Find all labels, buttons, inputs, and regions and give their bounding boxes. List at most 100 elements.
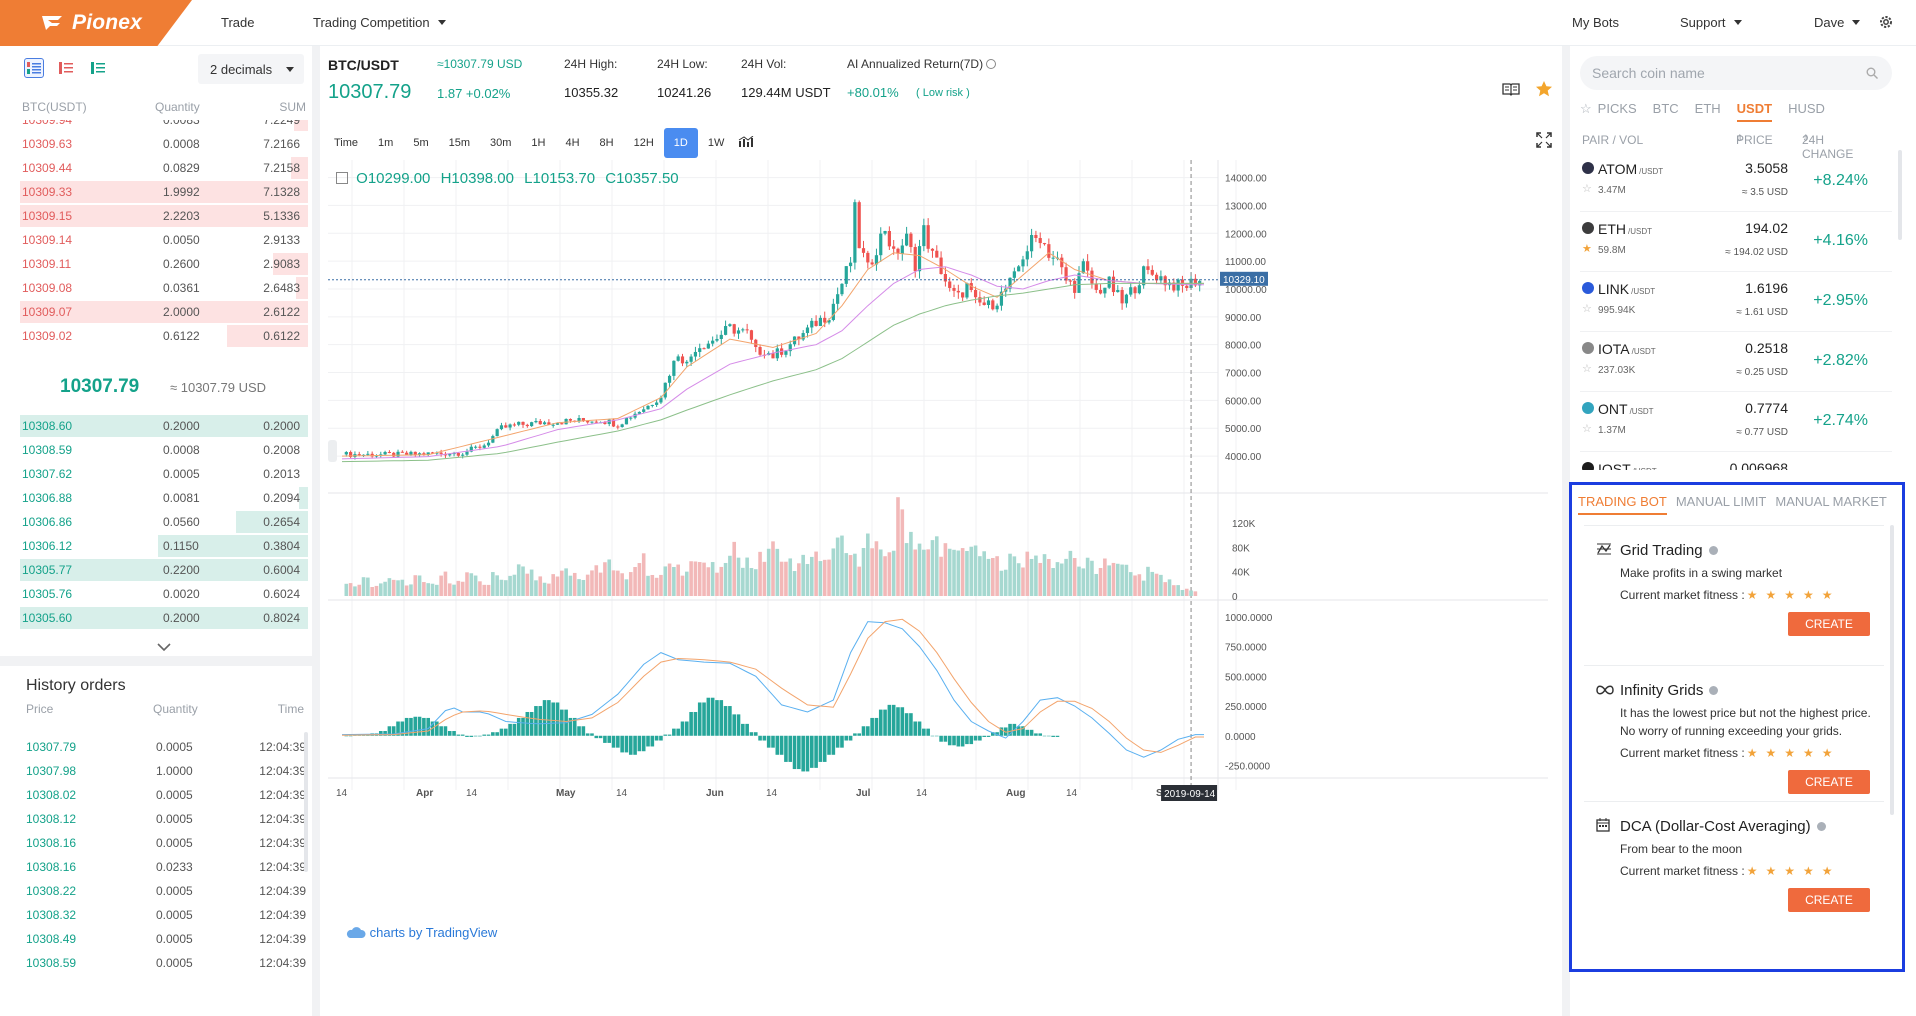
macd-bar xyxy=(960,735,965,747)
bid-row[interactable]: 10308.59 0.0008 0.2008 xyxy=(20,438,308,462)
macd-bar xyxy=(771,735,775,748)
favorite-star-icon[interactable] xyxy=(1535,80,1553,98)
bot-list-scrollbar[interactable] xyxy=(1890,525,1894,815)
chevron-down-icon[interactable] xyxy=(157,643,171,652)
market-row[interactable]: LINK/USDT ☆ 995.94K 1.6196 ≈ 1.61 USD +2.95% xyxy=(1580,272,1892,332)
market-row[interactable]: ONT/USDT ☆ 1.37M 0.7774 ≈ 0.77 USD +2.74% xyxy=(1580,392,1892,452)
decimals-select[interactable]: 2 decimals xyxy=(198,54,304,84)
bid-row[interactable]: 10307.62 0.0005 0.2013 xyxy=(20,462,308,486)
create-bot-button[interactable]: CREATE xyxy=(1788,888,1870,912)
favorite-star-icon[interactable]: ★ xyxy=(1582,243,1592,255)
volume-bar xyxy=(728,555,732,596)
bid-row[interactable]: 10306.86 0.0560 0.2654 xyxy=(20,510,308,534)
pionex-logo[interactable]: Pionex xyxy=(0,0,192,46)
market-tab-eth[interactable]: ETH xyxy=(1694,101,1721,116)
macd-bar xyxy=(672,728,676,736)
ask-row[interactable]: 10309.14 0.0050 2.9133 xyxy=(20,228,308,252)
timeframe-12h[interactable]: 12H xyxy=(633,137,654,149)
coin-name: LINK xyxy=(1598,281,1630,297)
fullscreen-icon[interactable] xyxy=(1536,132,1552,148)
timeframe-30m[interactable]: 30m xyxy=(490,137,512,149)
candle xyxy=(952,287,956,291)
market-row[interactable]: IOTA/USDT ☆ 237.03K 0.2518 ≈ 0.25 USD +2.82% xyxy=(1580,332,1892,392)
market-row[interactable]: ATOM/USDT ☆ 3.47M 3.5058 ≈ 3.5 USD +8.24% xyxy=(1580,152,1892,212)
bid-row[interactable]: 10305.76 0.0020 0.6024 xyxy=(20,582,308,606)
bot-tab-manual-limit[interactable]: MANUAL LIMIT xyxy=(1675,494,1767,509)
view-asks-icon[interactable] xyxy=(56,58,76,78)
nav-support[interactable]: Support xyxy=(1680,15,1742,30)
timeframe-1w[interactable]: 1W xyxy=(707,137,725,149)
ask-row[interactable]: 10309.94 0.0083 7.2249 xyxy=(20,120,308,132)
ask-row[interactable]: 10309.02 0.6122 0.6122 xyxy=(20,324,308,348)
candle xyxy=(555,423,560,425)
history-price: 10307.79 xyxy=(26,740,77,754)
timeframe-1h[interactable]: 1H xyxy=(531,137,546,149)
ask-row[interactable]: 10309.44 0.0829 7.2158 xyxy=(20,156,308,180)
nav-user-menu[interactable]: Dave xyxy=(1814,15,1861,30)
favorite-star-icon[interactable]: ☆ xyxy=(1582,423,1592,435)
volume-bar xyxy=(982,551,986,596)
bid-row[interactable]: 10306.88 0.0081 0.2094 xyxy=(20,486,308,510)
ask-depth-bar xyxy=(296,277,308,299)
bot-title[interactable]: Infinity Grids xyxy=(1620,682,1719,699)
volume-bar xyxy=(1051,568,1055,596)
timeframe-4h[interactable]: 4H xyxy=(565,137,580,149)
timeframe-1d[interactable]: 1D xyxy=(663,128,698,158)
nav-trading-competition[interactable]: Trading Competition xyxy=(313,15,446,30)
nav-my-bots[interactable]: My Bots xyxy=(1572,15,1619,30)
settings-gear-icon[interactable] xyxy=(1878,14,1894,30)
coin-search-input[interactable]: Search coin name xyxy=(1580,56,1892,90)
candle xyxy=(879,233,883,256)
timeframe-5m[interactable]: 5m xyxy=(413,137,429,149)
timeframe-1m[interactable]: 1m xyxy=(378,137,394,149)
bot-title[interactable]: DCA (Dollar-Cost Averaging) xyxy=(1620,818,1826,835)
info-icon[interactable] xyxy=(1709,686,1719,695)
market-row[interactable]: ETH/USDT ★ 59.8M 194.02 ≈ 194.02 USD +4.16% xyxy=(1580,212,1892,272)
tradingview-attribution[interactable]: charts by TradingView xyxy=(346,925,497,940)
indicators-icon[interactable] xyxy=(738,135,754,151)
favorite-star-icon[interactable]: ☆ xyxy=(1582,303,1592,315)
create-bot-button[interactable]: CREATE xyxy=(1788,770,1870,794)
info-icon[interactable] xyxy=(986,59,997,69)
favorite-star-icon[interactable]: ☆ xyxy=(1582,183,1592,195)
x-axis-label: 14 xyxy=(336,788,348,799)
bot-tab-manual-market[interactable]: MANUAL MARKET xyxy=(1775,494,1887,509)
create-bot-button[interactable]: CREATE xyxy=(1788,612,1870,636)
info-icon[interactable] xyxy=(1816,822,1826,831)
timeframe-8h[interactable]: 8H xyxy=(599,137,614,149)
history-scrollbar[interactable] xyxy=(304,732,308,872)
bid-row[interactable]: 10308.60 0.2000 0.2000 xyxy=(20,414,308,438)
book-icon[interactable] xyxy=(1502,82,1520,96)
ask-row[interactable]: 10309.07 2.0000 2.6122 xyxy=(20,300,308,324)
ask-row[interactable]: 10309.08 0.0361 2.6483 xyxy=(20,276,308,300)
view-both-icon[interactable] xyxy=(24,58,44,78)
market-tab-husd[interactable]: HUSD xyxy=(1788,101,1825,116)
favorite-star-icon[interactable]: ☆ xyxy=(1582,363,1592,375)
candle xyxy=(413,451,417,455)
market-tab-usdt[interactable]: USDT xyxy=(1736,101,1773,122)
market-tab-picks[interactable]: PICKS xyxy=(1597,101,1637,116)
market-scrollbar[interactable] xyxy=(1898,150,1902,240)
bot-title[interactable]: Grid Trading xyxy=(1620,542,1718,559)
macd-bar xyxy=(443,726,448,736)
scroll-left-handle[interactable] xyxy=(328,440,337,462)
timeframe-15m[interactable]: 15m xyxy=(448,137,471,149)
market-tab-btc[interactable]: BTC xyxy=(1652,101,1679,116)
market-header-pair[interactable]: PAIR / VOL xyxy=(1582,133,1644,147)
nav-trade[interactable]: Trade xyxy=(221,15,255,30)
view-bids-icon[interactable] xyxy=(88,58,108,78)
macd-bar xyxy=(512,723,517,736)
info-icon[interactable] xyxy=(1708,546,1718,555)
ask-row[interactable]: 10309.11 0.2600 2.9083 xyxy=(20,252,308,276)
bid-row[interactable]: 10305.60 0.2000 0.8024 xyxy=(20,606,308,630)
bid-row[interactable]: 10305.77 0.2200 0.6004 xyxy=(20,558,308,582)
bid-row[interactable]: 10306.12 0.1150 0.3804 xyxy=(20,534,308,558)
price-chart[interactable]: 14000.00 13000.00 12000.00 11000.00 10000.00… xyxy=(328,160,1556,980)
timeframe-time[interactable]: Time xyxy=(334,137,359,149)
ask-row[interactable]: 10309.63 0.0008 7.2166 xyxy=(20,132,308,156)
ask-row[interactable]: 10309.33 1.9992 7.1328 xyxy=(20,180,308,204)
collapse-legend-icon[interactable] xyxy=(336,172,348,184)
bot-tab-trading-bot[interactable]: TRADING BOT xyxy=(1578,494,1667,515)
ask-row[interactable]: 10309.15 2.2203 5.1336 xyxy=(20,204,308,228)
candle xyxy=(978,297,982,303)
